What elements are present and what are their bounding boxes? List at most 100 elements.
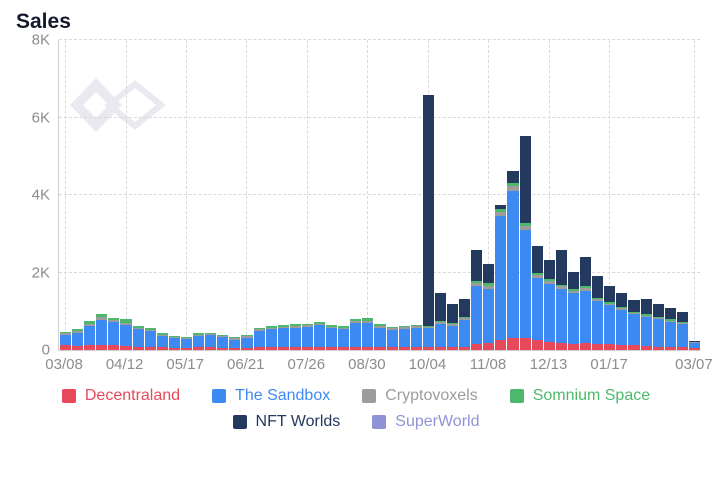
bar-segment-the-sandbox [447,326,458,347]
bar-column[interactable] [229,40,240,350]
bar-column[interactable] [350,40,361,350]
bar-segment-nft-worlds [447,304,458,323]
bar-segment-decentraland [520,338,531,350]
x-axis-tick-label: 03/07 [675,356,712,373]
bar-segment-nft-worlds [677,312,688,322]
legend-item-superworld[interactable]: SuperWorld [372,413,479,431]
bar-segment-decentraland [350,347,361,350]
bar-segment-the-sandbox [290,328,301,347]
bar-column[interactable] [435,40,446,350]
bar-column[interactable] [580,40,591,350]
bar-column[interactable] [653,40,664,350]
bar-segment-the-sandbox [266,329,277,346]
bar-column[interactable] [411,40,422,350]
bar-column[interactable] [254,40,265,350]
legend-row: Decentraland The Sandbox Cryptovoxels Somni… [62,387,650,405]
bar-column[interactable] [641,40,652,350]
bar-column[interactable] [302,40,313,350]
bar-column[interactable] [133,40,144,350]
bar-segment-nft-worlds [459,299,470,316]
bar-segment-decentraland [507,338,518,350]
legend-swatch-icon [362,389,376,403]
bar-column[interactable] [423,40,434,350]
bar-column[interactable] [96,40,107,350]
bar-column[interactable] [387,40,398,350]
bar-column[interactable] [217,40,228,350]
bar-column[interactable] [290,40,301,350]
x-axis-tick-label: 03/08 [45,356,83,373]
bar-column[interactable] [278,40,289,350]
bar-segment-decentraland [84,345,95,350]
bar-column[interactable] [520,40,531,350]
bar-column[interactable] [459,40,470,350]
bar-segment-decentraland [302,347,313,350]
bar-column[interactable] [326,40,337,350]
bar-column[interactable] [374,40,385,350]
bar-column[interactable] [120,40,131,350]
bar-column[interactable] [181,40,192,350]
bar-column[interactable] [665,40,676,350]
bar-column[interactable] [169,40,180,350]
bar-column[interactable] [362,40,373,350]
bar-segment-decentraland [592,344,603,350]
legend-label: SuperWorld [395,413,479,431]
bar-column[interactable] [471,40,482,350]
bar-column[interactable] [495,40,506,350]
legend-item-the-sandbox[interactable]: The Sandbox [212,387,330,405]
bar-segment-the-sandbox [120,325,131,346]
bar-segment-decentraland [60,345,71,350]
bar-column[interactable] [532,40,543,350]
bar-segment-decentraland [145,347,156,350]
bar-column[interactable] [604,40,615,350]
bar-segment-the-sandbox [616,310,627,345]
bar-segment-decentraland [362,347,373,350]
bar-segment-the-sandbox [411,328,422,347]
bar-column[interactable] [483,40,494,350]
bar-column[interactable] [447,40,458,350]
legend-item-nft-worlds[interactable]: NFT Worlds [233,413,341,431]
bar-segment-the-sandbox [278,328,289,347]
bar-column[interactable] [145,40,156,350]
legend-item-cryptovoxels[interactable]: Cryptovoxels [362,387,477,405]
bar-column[interactable] [72,40,83,350]
bar-column[interactable] [507,40,518,350]
bar-column[interactable] [616,40,627,350]
bar-column[interactable] [689,40,700,350]
bar-segment-the-sandbox [254,331,265,347]
bar-column[interactable] [193,40,204,350]
bar-column[interactable] [568,40,579,350]
bar-column[interactable] [60,40,71,350]
bar-column[interactable] [556,40,567,350]
bar-column[interactable] [157,40,168,350]
bar-segment-the-sandbox [423,328,434,347]
bar-segment-the-sandbox [229,340,240,349]
bar-column[interactable] [314,40,325,350]
bar-column[interactable] [241,40,252,350]
bar-segment-the-sandbox [592,301,603,344]
legend-item-somnium-space[interactable]: Somnium Space [510,387,650,405]
bar-column[interactable] [338,40,349,350]
legend-swatch-icon [212,389,226,403]
bar-column[interactable] [108,40,119,350]
legend-label: Somnium Space [533,387,650,405]
legend-item-decentraland[interactable]: Decentraland [62,387,180,405]
bar-segment-the-sandbox [568,293,579,343]
bar-column[interactable] [544,40,555,350]
bar-segment-the-sandbox [665,322,676,347]
bar-segment-the-sandbox [483,289,494,343]
bar-column[interactable] [205,40,216,350]
bar-column[interactable] [399,40,410,350]
bar-segment-decentraland [217,348,228,350]
bar-column[interactable] [84,40,95,350]
bar-column[interactable] [677,40,688,350]
bar-column[interactable] [628,40,639,350]
bar-column[interactable] [592,40,603,350]
bar-column[interactable] [266,40,277,350]
bar-segment-nft-worlds [628,300,639,312]
bar-segment-decentraland [399,347,410,350]
bar-segment-decentraland [483,343,494,350]
bar-segment-decentraland [665,347,676,350]
